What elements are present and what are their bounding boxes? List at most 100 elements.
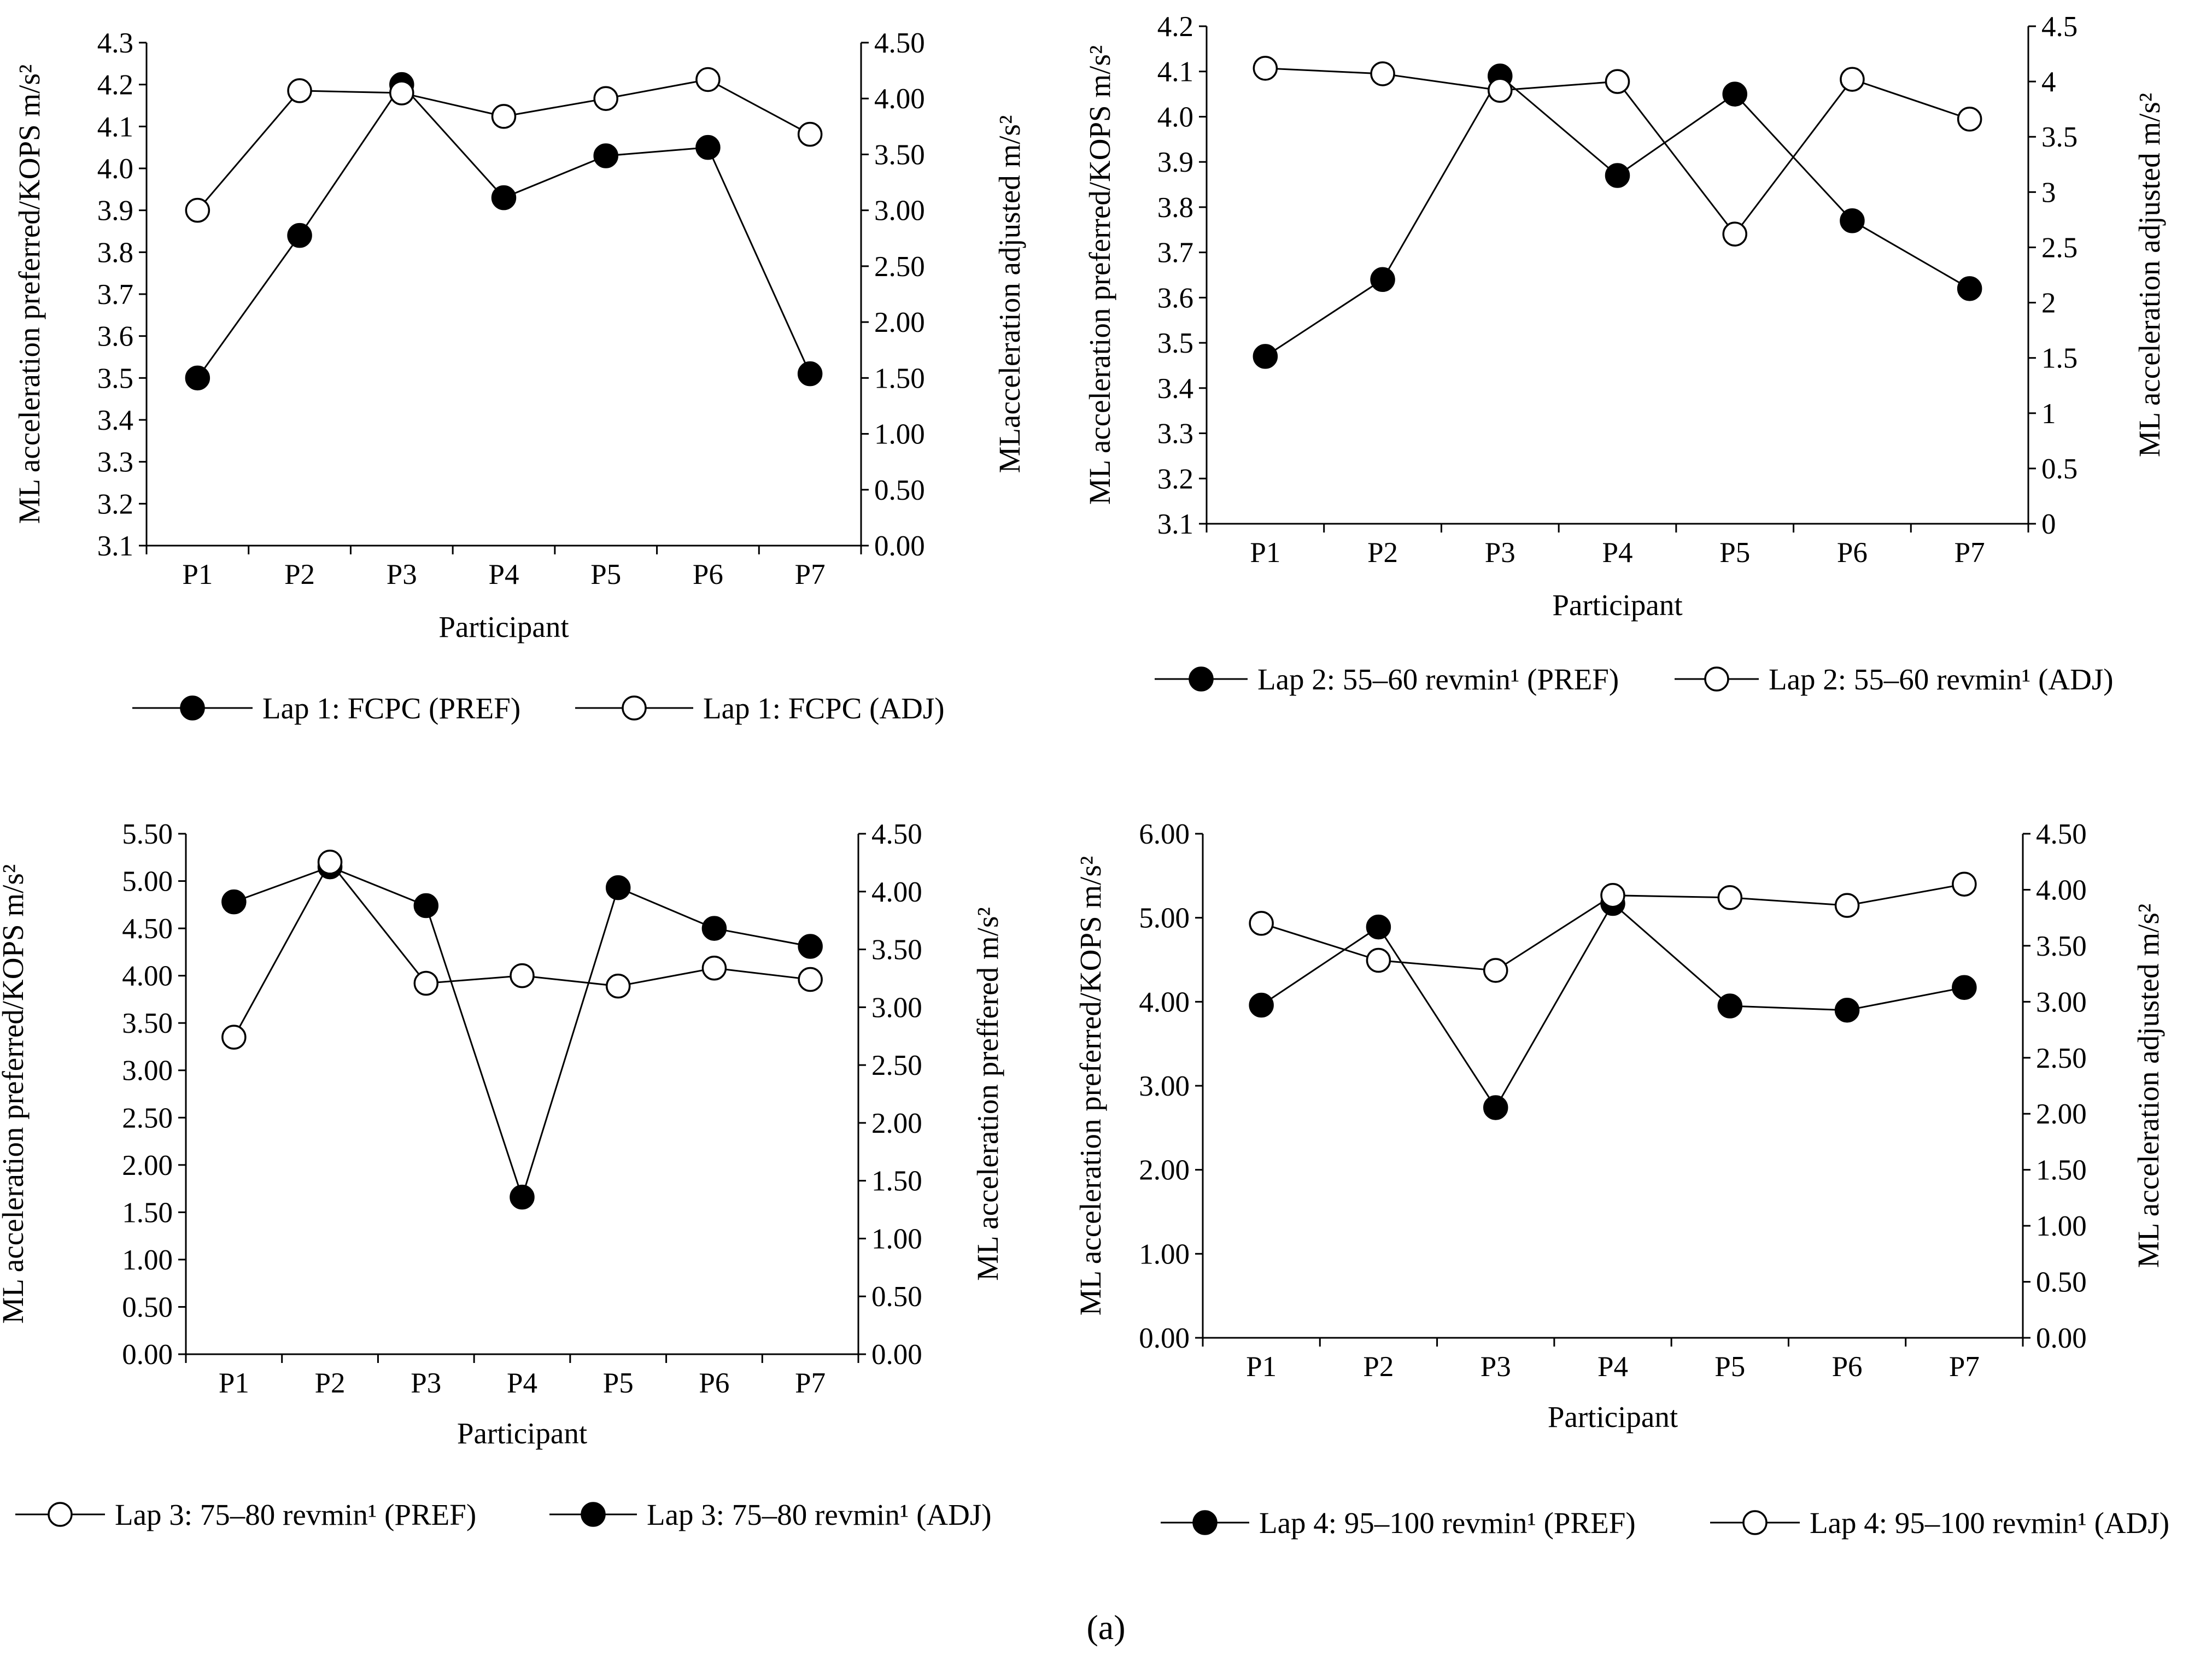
y-left-tick-label: 3.6 (97, 321, 133, 353)
x-tick-label: P6 (1832, 1351, 1863, 1383)
legend-marker (1189, 666, 1214, 692)
data-point (1253, 56, 1278, 81)
legend-lap2: Lap 2: 55–60 revmin¹ (PREF) Lap 2: 55–60 … (1155, 663, 2114, 696)
y-right-tick-label: 2 (2041, 288, 2056, 319)
y-right-tick-label: 3.00 (871, 992, 922, 1023)
x-tick-label: P4 (507, 1367, 537, 1399)
y-right-tick-label: 1.50 (2036, 1155, 2087, 1186)
y-left-tick-label: 0.00 (122, 1339, 173, 1371)
y-left-tick-label: 4.1 (97, 111, 133, 143)
chart-1: 3.1 3.2 3.3 3.4 3.5 3.6 3.7 3.8 3.9 4.0 4.1 4.2 4.3 0… (13, 27, 1026, 725)
y-right-tick-label: 4 (2041, 66, 2056, 98)
y-right-tick-label: 3.50 (874, 139, 925, 171)
y-right-tick-label: 4.5 (2041, 11, 2078, 43)
legend-marker (581, 1502, 606, 1527)
y-right-tick-label: 4.50 (2036, 818, 2087, 850)
data-point (221, 1025, 247, 1050)
legend-marker (1742, 1510, 1768, 1535)
y-left-tick-label: 2.50 (122, 1102, 173, 1134)
y-left-tick-label: 1.50 (122, 1197, 173, 1228)
data-point (798, 934, 823, 959)
y-right-tick-label: 1.5 (2041, 343, 2078, 374)
x-tick-label: P4 (1597, 1351, 1628, 1383)
y-axis-right-title: ML acceleration adjusted m/s² (2132, 904, 2165, 1268)
data-point (593, 143, 618, 168)
y-left-tick-label: 3.6 (1157, 282, 1193, 314)
y-right-tick-label: 1.50 (874, 362, 925, 394)
x-tick-label: P6 (1837, 537, 1868, 569)
x-tick-label: P1 (219, 1367, 249, 1399)
data-point (1840, 67, 1865, 92)
x-tick-label: P1 (1246, 1351, 1277, 1383)
x-tick-label: P5 (603, 1367, 634, 1399)
x-tick-label: P5 (1714, 1351, 1745, 1383)
data-point (605, 973, 631, 999)
data-point (413, 970, 439, 996)
x-tick-label: P6 (699, 1367, 729, 1399)
y-left-tick-label: 0.50 (122, 1291, 173, 1323)
data-point (1488, 78, 1513, 103)
chart-3: 0.00 0.50 1.00 1.50 2.00 2.50 3.00 3.50 4.00 4.50… (0, 818, 1004, 1531)
legend-label: Lap 1: FCPC (PREF) (262, 692, 520, 725)
data-point (389, 80, 414, 106)
x-axis-title: Participant (457, 1417, 587, 1450)
y-right-tick-label: 3.50 (871, 934, 922, 966)
y-left-tick-label: 2.00 (122, 1150, 173, 1181)
data-point (1370, 267, 1395, 292)
data-point (1249, 911, 1274, 936)
data-point (695, 134, 721, 160)
y-axis-right-title: ML acceleration preffered m/s² (971, 907, 1004, 1281)
data-point (287, 78, 312, 103)
data-point (695, 67, 721, 92)
y-right-tick-label: 0 (2041, 508, 2056, 540)
series-open (1253, 56, 1982, 247)
data-point (1717, 885, 1743, 910)
y-left-tick-label: 4.2 (1157, 11, 1193, 43)
series-open (1249, 871, 1977, 983)
series-filled (1249, 891, 1977, 1120)
data-point (593, 86, 618, 111)
y-left-tick-label: 0.00 (1139, 1323, 1190, 1354)
series-line (233, 865, 811, 1200)
x-tick-label: P1 (182, 559, 213, 590)
data-point (1483, 958, 1508, 983)
y-right-tick-label: 2.00 (2036, 1098, 2087, 1130)
x-tick-label: P5 (1719, 537, 1750, 569)
y-right-tick-label: 1.00 (871, 1223, 922, 1255)
data-point (1957, 107, 1982, 132)
data-point (1605, 69, 1630, 94)
series-filled (221, 854, 823, 1210)
y-left-tick-label: 3.8 (1157, 192, 1193, 224)
y-left-tick-label: 3.5 (97, 362, 133, 394)
y-left-tick-label: 1.00 (122, 1244, 173, 1276)
data-point (185, 197, 210, 223)
data-point (1370, 61, 1395, 86)
data-point (287, 223, 312, 248)
legend-marker (180, 695, 205, 721)
y-left-tick-label: 5.50 (122, 818, 173, 850)
y-right-tick-label: 0.00 (2036, 1323, 2087, 1354)
data-point (1840, 208, 1865, 233)
series-filled (1253, 63, 1982, 369)
x-tick-label: P5 (590, 559, 621, 590)
x-tick-label: P2 (284, 559, 315, 590)
data-point (1253, 344, 1278, 369)
y-left-tick-label: 3.1 (97, 530, 133, 562)
data-point (1952, 975, 1977, 1000)
data-point (1834, 893, 1860, 918)
y-left-tick-label: 3.5 (1157, 327, 1193, 359)
data-point (491, 185, 517, 210)
x-tick-label: P3 (411, 1367, 441, 1399)
y-right-tick-label: 3 (2041, 177, 2056, 208)
y-right-tick-label: 1 (2041, 398, 2056, 430)
y-left-tick-label: 5.00 (122, 866, 173, 898)
y-right-tick-label: 0.00 (874, 530, 925, 562)
legend-label: Lap 2: 55–60 revmin¹ (PREF) (1257, 663, 1619, 696)
y-left-tick-label: 3.8 (97, 237, 133, 268)
data-point (1722, 81, 1747, 107)
y-right-tick-label: 0.00 (871, 1339, 922, 1371)
x-tick-label: P4 (489, 559, 519, 590)
x-axis-title: Participant (1552, 588, 1682, 622)
data-point (1605, 163, 1630, 188)
